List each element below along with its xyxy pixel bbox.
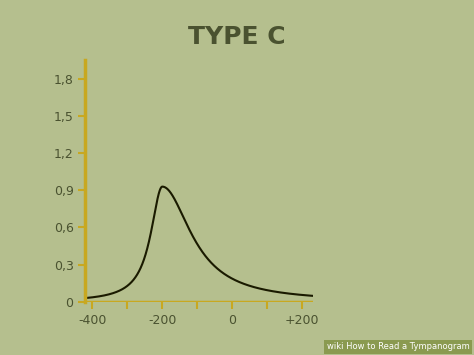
Text: wiki How to Read a Tympanogram: wiki How to Read a Tympanogram bbox=[327, 343, 469, 351]
Text: TYPE C: TYPE C bbox=[188, 25, 286, 49]
